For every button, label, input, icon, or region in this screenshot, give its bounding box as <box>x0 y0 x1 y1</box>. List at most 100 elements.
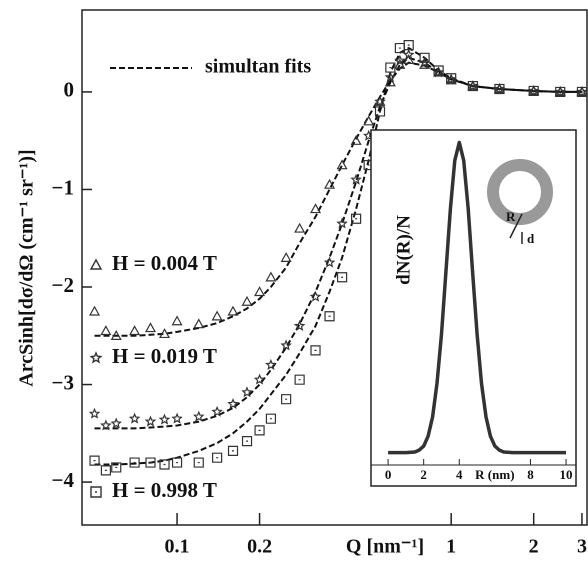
inset-y-label: dN(R)/N <box>393 215 414 285</box>
data-point <box>374 106 386 117</box>
x-axis-label: Q [nm⁻¹] <box>346 536 424 558</box>
data-point <box>576 85 588 97</box>
data-point <box>111 462 122 473</box>
data-point <box>336 272 348 283</box>
data-point <box>527 84 540 96</box>
data-point <box>280 339 292 351</box>
data-point <box>129 325 141 336</box>
data-point <box>211 310 223 321</box>
data-point <box>528 85 540 96</box>
data-point <box>293 319 306 332</box>
data-point <box>324 178 336 189</box>
data-point <box>89 305 101 316</box>
legend-label: H = 0.004 T <box>112 251 217 275</box>
data-point <box>158 413 171 425</box>
legend-marker <box>89 258 103 270</box>
data-point <box>241 436 253 447</box>
data-point <box>494 83 505 95</box>
data-point <box>446 73 457 84</box>
data-point <box>323 256 336 268</box>
legend-marker <box>90 486 102 498</box>
legend-label: H = 0.998 T <box>112 478 217 502</box>
plot-frame <box>81 9 588 526</box>
inset-x-tick-label: 10 <box>560 467 573 482</box>
data-point <box>254 286 266 297</box>
data-point <box>227 445 239 456</box>
data-point <box>467 80 479 91</box>
data-point <box>294 374 305 385</box>
data-point <box>418 56 431 68</box>
x-tick-label: 0.2 <box>247 536 272 558</box>
data-point <box>144 322 157 333</box>
data-point <box>445 73 457 85</box>
data-point <box>385 62 396 73</box>
data-point <box>265 271 277 282</box>
data-point <box>211 405 223 417</box>
data-point <box>294 222 306 233</box>
data-point <box>363 115 375 126</box>
data-point <box>394 42 405 54</box>
data-point <box>159 459 170 470</box>
data-point <box>351 213 362 224</box>
legend-marker <box>89 351 103 364</box>
inset-x-tick-label: 0 <box>385 467 392 482</box>
data-point <box>350 134 362 145</box>
x-tick-label: 2 <box>529 536 539 558</box>
data-point <box>193 457 204 468</box>
data-point <box>433 66 445 77</box>
data-point <box>171 315 183 326</box>
data-point <box>129 457 140 468</box>
data-point <box>554 85 566 97</box>
y-tick-label: −4 <box>52 468 75 492</box>
data-point <box>336 217 348 229</box>
data-point <box>403 40 414 51</box>
data-point <box>265 358 277 370</box>
radius-line <box>509 213 523 239</box>
y-tick-label: −3 <box>52 370 74 394</box>
data-point <box>253 373 266 385</box>
x-tick-label: 0.1 <box>165 536 190 558</box>
fit-legend-label: simultan fits <box>205 56 311 78</box>
data-point <box>419 52 430 63</box>
data-point <box>281 394 292 405</box>
data-point <box>265 413 277 424</box>
data-point <box>193 318 205 329</box>
data-point <box>374 95 386 107</box>
data-point <box>158 328 171 339</box>
y-tick-label: −1 <box>52 175 74 199</box>
data-point <box>324 311 335 322</box>
data-point <box>384 71 397 83</box>
distribution-curve <box>388 140 566 455</box>
data-point <box>576 86 588 98</box>
data-point <box>310 203 322 214</box>
legend-label: H = 0.019 T <box>112 344 217 368</box>
data-point <box>212 452 223 463</box>
data-point <box>555 86 566 98</box>
data-point <box>554 86 566 97</box>
inset-x-tick-label: 2 <box>420 467 427 482</box>
data-point <box>336 159 348 170</box>
data-point <box>144 415 157 427</box>
data-point <box>254 425 265 436</box>
data-point <box>384 76 396 87</box>
data-point <box>193 410 205 422</box>
data-point <box>227 398 239 409</box>
data-point <box>350 173 362 185</box>
data-point <box>110 330 122 340</box>
data-point <box>241 386 253 398</box>
data-point <box>100 419 112 431</box>
shell-icon <box>487 159 553 225</box>
data-point <box>280 252 292 262</box>
data-point <box>394 54 406 66</box>
data-point <box>310 345 321 356</box>
data-point <box>88 407 101 419</box>
inset-x-tick-label: 8 <box>527 467 534 482</box>
data-point <box>528 85 539 97</box>
data-point <box>227 305 239 316</box>
data-point <box>145 457 156 468</box>
y-tick-label: 0 <box>64 78 75 102</box>
data-point <box>493 82 506 94</box>
data-point <box>100 465 111 476</box>
